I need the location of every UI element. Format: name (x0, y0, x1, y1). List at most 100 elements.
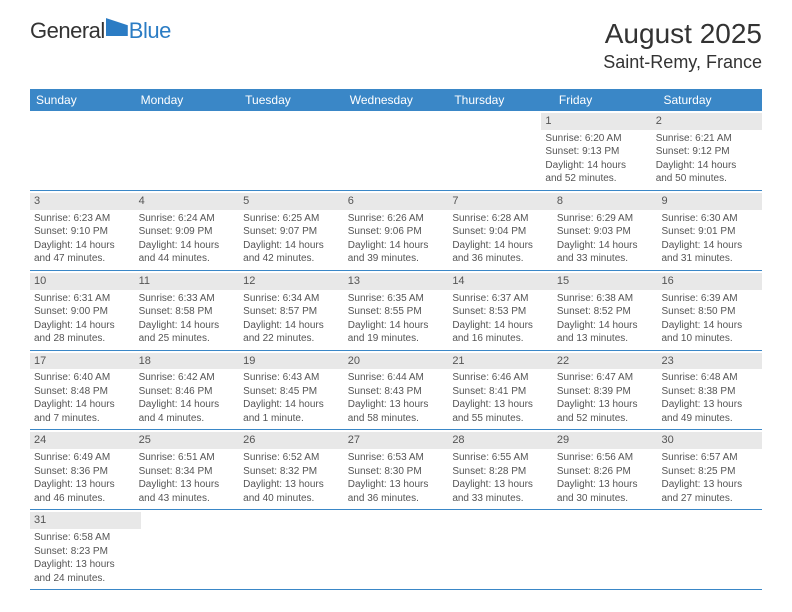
day-detail: Daylight: 14 hours (557, 239, 654, 253)
day-detail: Daylight: 14 hours (34, 239, 131, 253)
logo-text-2: Blue (129, 18, 171, 44)
day-detail: Sunrise: 6:55 AM (452, 451, 549, 465)
day-header: Thursday (448, 89, 553, 111)
day-cell: 27Sunrise: 6:53 AMSunset: 8:30 PMDayligh… (344, 430, 449, 509)
week-row: 17Sunrise: 6:40 AMSunset: 8:48 PMDayligh… (30, 351, 762, 431)
day-detail: and 49 minutes. (661, 412, 758, 426)
day-number: 27 (344, 432, 449, 449)
day-detail: Sunrise: 6:28 AM (452, 212, 549, 226)
week-row: 1Sunrise: 6:20 AMSunset: 9:13 PMDaylight… (30, 111, 762, 191)
day-number: 1 (541, 113, 651, 130)
day-detail: Sunrise: 6:52 AM (243, 451, 340, 465)
day-detail: Sunrise: 6:58 AM (34, 531, 137, 545)
day-detail: Sunset: 9:00 PM (34, 305, 131, 319)
day-detail: Sunset: 9:12 PM (656, 145, 758, 159)
day-detail: Sunrise: 6:30 AM (661, 212, 758, 226)
day-number: 19 (239, 353, 344, 370)
day-detail: Sunset: 8:34 PM (139, 465, 236, 479)
day-cell: 29Sunrise: 6:56 AMSunset: 8:26 PMDayligh… (553, 430, 658, 509)
day-cell: 1Sunrise: 6:20 AMSunset: 9:13 PMDaylight… (541, 111, 651, 190)
day-header: Tuesday (239, 89, 344, 111)
day-detail: Daylight: 14 hours (348, 319, 445, 333)
day-cell: 15Sunrise: 6:38 AMSunset: 8:52 PMDayligh… (553, 271, 658, 350)
day-number: 11 (135, 273, 240, 290)
empty-cell (452, 510, 555, 589)
day-detail: Sunset: 8:52 PM (557, 305, 654, 319)
day-detail: Sunset: 8:28 PM (452, 465, 549, 479)
day-detail: and 13 minutes. (557, 332, 654, 346)
day-cell: 10Sunrise: 6:31 AMSunset: 9:00 PMDayligh… (30, 271, 135, 350)
day-detail: Daylight: 14 hours (452, 319, 549, 333)
day-number: 16 (657, 273, 762, 290)
day-detail: Sunrise: 6:51 AM (139, 451, 236, 465)
day-detail: and 19 minutes. (348, 332, 445, 346)
day-detail: Sunrise: 6:49 AM (34, 451, 131, 465)
day-detail: and 46 minutes. (34, 492, 131, 506)
day-header: Saturday (657, 89, 762, 111)
day-detail: Sunrise: 6:26 AM (348, 212, 445, 226)
day-cell: 18Sunrise: 6:42 AMSunset: 8:46 PMDayligh… (135, 351, 240, 430)
day-number: 25 (135, 432, 240, 449)
day-number: 9 (657, 193, 762, 210)
day-headers-row: SundayMondayTuesdayWednesdayThursdayFrid… (30, 89, 762, 111)
day-number: 8 (553, 193, 658, 210)
day-cell: 25Sunrise: 6:51 AMSunset: 8:34 PMDayligh… (135, 430, 240, 509)
day-cell: 6Sunrise: 6:26 AMSunset: 9:06 PMDaylight… (344, 191, 449, 270)
day-cell: 22Sunrise: 6:47 AMSunset: 8:39 PMDayligh… (553, 351, 658, 430)
day-detail: Sunrise: 6:47 AM (557, 371, 654, 385)
day-detail: Sunrise: 6:38 AM (557, 292, 654, 306)
day-detail: Sunrise: 6:23 AM (34, 212, 131, 226)
day-cell: 19Sunrise: 6:43 AMSunset: 8:45 PMDayligh… (239, 351, 344, 430)
day-detail: Sunset: 9:04 PM (452, 225, 549, 239)
day-detail: Daylight: 14 hours (34, 398, 131, 412)
day-detail: Sunset: 8:57 PM (243, 305, 340, 319)
day-number: 13 (344, 273, 449, 290)
day-detail: and 10 minutes. (661, 332, 758, 346)
day-detail: Sunrise: 6:20 AM (545, 132, 647, 146)
day-detail: and 24 minutes. (34, 572, 137, 586)
day-detail: Sunset: 8:45 PM (243, 385, 340, 399)
day-detail: Sunset: 9:01 PM (661, 225, 758, 239)
day-detail: Sunrise: 6:40 AM (34, 371, 131, 385)
empty-cell (235, 111, 337, 190)
day-cell: 28Sunrise: 6:55 AMSunset: 8:28 PMDayligh… (448, 430, 553, 509)
day-cell: 31Sunrise: 6:58 AMSunset: 8:23 PMDayligh… (30, 510, 141, 589)
week-row: 24 Sunrise: 6:49 AMSunset: 8:36 PM Dayligh… (30, 430, 762, 510)
day-detail: Sunset: 8:30 PM (348, 465, 445, 479)
day-detail: Sunrise: 6:34 AM (243, 292, 340, 306)
day-detail: Sunset: 9:10 PM (34, 225, 131, 239)
day-detail: Sunset: 8:26 PM (557, 465, 654, 479)
day-detail: Sunset: 8:38 PM (661, 385, 758, 399)
location: Saint-Remy, France (603, 52, 762, 73)
day-cell: 12Sunrise: 6:34 AMSunset: 8:57 PMDayligh… (239, 271, 344, 350)
day-detail: Daylight: 13 hours (452, 478, 549, 492)
day-number: 7 (448, 193, 553, 210)
day-cell: 5Sunrise: 6:25 AMSunset: 9:07 PMDaylight… (239, 191, 344, 270)
day-detail: and 31 minutes. (661, 252, 758, 266)
day-detail: Daylight: 14 hours (243, 319, 340, 333)
day-header: Wednesday (344, 89, 449, 111)
day-detail: Sunset: 8:58 PM (139, 305, 236, 319)
day-detail: and 58 minutes. (348, 412, 445, 426)
day-detail: Sunset: 8:36 PM (34, 465, 131, 479)
day-number: 26 (239, 432, 344, 449)
empty-cell (245, 510, 348, 589)
week-row: 3Sunrise: 6:23 AMSunset: 9:10 PMDaylight… (30, 191, 762, 271)
day-detail: Sunrise: 6:53 AM (348, 451, 445, 465)
day-detail: and 30 minutes. (557, 492, 654, 506)
day-detail: and 7 minutes. (34, 412, 131, 426)
day-detail: Daylight: 13 hours (452, 398, 549, 412)
logo-icon (106, 18, 128, 36)
day-detail: and 25 minutes. (139, 332, 236, 346)
day-detail: Sunset: 8:43 PM (348, 385, 445, 399)
day-number: 17 (30, 353, 135, 370)
day-header: Friday (553, 89, 658, 111)
day-detail: and 1 minute. (243, 412, 340, 426)
day-cell: 21Sunrise: 6:46 AMSunset: 8:41 PMDayligh… (448, 351, 553, 430)
day-number: 23 (657, 353, 762, 370)
day-detail: Daylight: 13 hours (557, 398, 654, 412)
day-cell: 9Sunrise: 6:30 AMSunset: 9:01 PMDaylight… (657, 191, 762, 270)
day-number: 10 (30, 273, 135, 290)
day-number: 24 (30, 432, 135, 449)
day-detail: and 28 minutes. (34, 332, 131, 346)
